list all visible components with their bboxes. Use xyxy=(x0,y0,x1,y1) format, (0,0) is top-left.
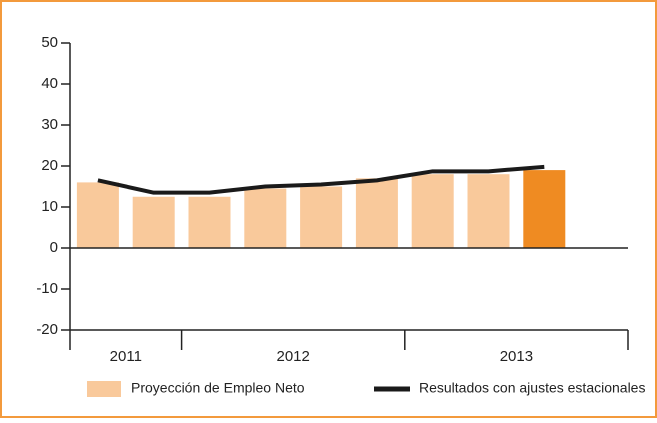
x-group-label: 2012 xyxy=(277,348,310,365)
bar xyxy=(411,174,454,248)
y-tick-label: 10 xyxy=(41,198,58,215)
x-group-label: 2013 xyxy=(500,348,533,365)
y-tick-label: -10 xyxy=(36,280,58,297)
y-tick-label: 0 xyxy=(50,239,58,256)
legend-swatch xyxy=(87,381,121,397)
line xyxy=(97,164,545,195)
bar xyxy=(76,182,119,248)
bar xyxy=(188,196,231,248)
bar xyxy=(355,178,398,248)
bar xyxy=(244,188,287,248)
y-tick-label: -20 xyxy=(36,321,58,338)
x-group-label: 2011 xyxy=(110,348,142,365)
bar xyxy=(467,174,510,248)
legend-label: Proyección de Empleo Neto xyxy=(131,380,305,396)
bar xyxy=(132,196,175,248)
y-tick-label: 50 xyxy=(41,34,58,51)
y-tick-label: 20 xyxy=(41,157,58,174)
bar xyxy=(523,170,566,248)
bar xyxy=(300,186,343,248)
legend-label: Resultados con ajustes estacionales xyxy=(419,380,645,396)
y-tick-label: 30 xyxy=(41,116,58,133)
y-tick-label: 40 xyxy=(41,75,58,92)
